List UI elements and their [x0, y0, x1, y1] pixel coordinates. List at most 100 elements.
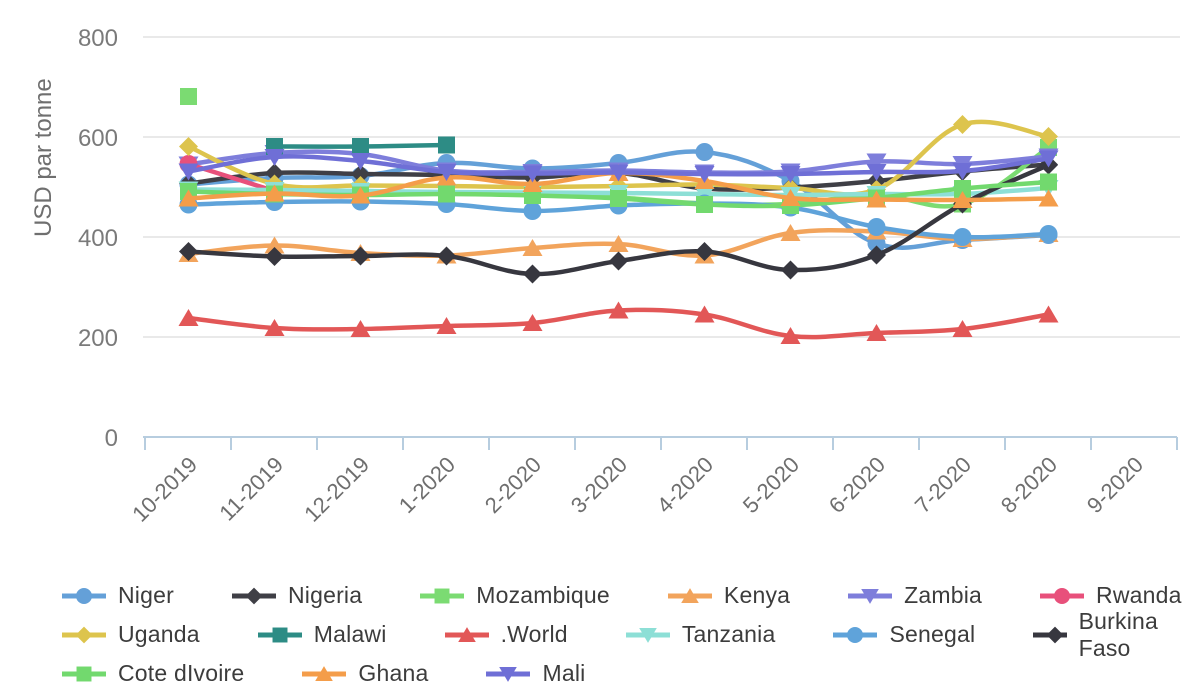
legend-item-world[interactable]: .World — [444, 621, 568, 648]
mali-point-1-2020 — [436, 164, 457, 181]
legend-label: Mozambique — [476, 582, 610, 608]
mali-point-3-2020 — [608, 164, 629, 182]
x-tick-label: 6-2020 — [824, 452, 890, 518]
legend-item-rwanda[interactable]: Rwanda — [1040, 582, 1182, 609]
world-legend-marker-icon — [444, 626, 489, 642]
world-point-3-2020 — [608, 301, 629, 319]
world-point-4-2020 — [694, 305, 715, 323]
mali-point-5-2020 — [780, 166, 801, 183]
uganda-point-8-2020 — [1039, 127, 1058, 146]
legend-item-uganda[interactable]: Uganda — [62, 621, 200, 648]
malawi-point-12-2019 — [352, 138, 369, 155]
x-tick-label: 4-2020 — [652, 452, 718, 518]
legend-label: Malawi — [313, 621, 387, 647]
cote-divoire-point-4-2020 — [696, 196, 713, 213]
x-tick-label: 5-2020 — [738, 452, 804, 518]
legend-item-malawi[interactable]: Malawi — [257, 621, 387, 648]
legend-label: Ghana — [358, 660, 429, 686]
world-point-11-2019 — [264, 319, 285, 336]
legend-label: Burkina Faso — [1078, 607, 1158, 661]
legend-label: Zambia — [904, 582, 983, 608]
legend-item-tanzania[interactable]: Tanzania — [625, 621, 776, 648]
cote-divoire-legend-marker-icon — [62, 666, 106, 681]
niger-point-4-2020 — [695, 143, 714, 161]
legend-label: Niger — [118, 582, 174, 608]
mozambique-point-10-2019 — [180, 88, 197, 105]
legend-label: Tanzania — [681, 621, 776, 647]
world-point-10-2019 — [178, 309, 199, 326]
legend-item-senegal[interactable]: Senegal — [833, 621, 975, 648]
legend-item-nigeria[interactable]: Nigeria — [231, 582, 363, 609]
burkina-faso-point-4-2020 — [695, 242, 714, 261]
legend-item-mozambique[interactable]: Mozambique — [420, 582, 610, 609]
mali-point-12-2019 — [350, 153, 371, 170]
mali-point-2-2020 — [522, 165, 543, 183]
mali-point-7-2020 — [952, 163, 973, 180]
x-tick-label: 1-2020 — [394, 452, 460, 518]
nigeria-point-12-2019 — [351, 164, 370, 184]
legend-label: Cote dIvoire — [118, 660, 245, 686]
ghana-point-2-2020 — [522, 175, 543, 192]
legend-item-mali[interactable]: Mali — [486, 660, 585, 687]
legend-row: Niger Nigeria Mozambique Kenya Zambia Rwanda — [62, 576, 1183, 615]
senegal-point-7-2020 — [953, 228, 972, 246]
legend-item-burkina-faso[interactable]: Burkina Faso — [1033, 608, 1183, 662]
ghana-point-6-2020 — [866, 190, 887, 208]
senegal-legend-marker-icon — [833, 626, 878, 643]
burkina-faso-point-11-2019 — [265, 247, 284, 266]
legend-item-zambia[interactable]: Zambia — [848, 582, 982, 609]
kenya-point-11-2019 — [264, 236, 285, 254]
uganda-point-7-2020 — [953, 115, 972, 134]
burkina-faso-point-3-2020 — [609, 251, 628, 271]
world-point-8-2020 — [1038, 305, 1059, 323]
legend-item-niger[interactable]: Niger — [62, 582, 174, 609]
y-tick-label: 800 — [78, 25, 118, 52]
x-tick-label: 12-2019 — [299, 452, 374, 527]
legend-label: Nigeria — [287, 582, 363, 608]
kenya-point-3-2020 — [608, 235, 629, 252]
x-tick-label: 8-2020 — [996, 452, 1062, 518]
nigeria-legend-marker-icon — [231, 587, 276, 604]
malawi-point-1-2020 — [438, 136, 455, 154]
mali-point-8-2020 — [1038, 150, 1059, 168]
series-mali — [178, 149, 1059, 183]
world-point-12-2019 — [350, 320, 371, 337]
uganda-point-10-2019 — [179, 137, 198, 156]
x-tick-label: 3-2020 — [566, 452, 632, 518]
nigeria-point-11-2019 — [265, 163, 284, 183]
legend-item-kenya[interactable]: Kenya — [667, 582, 791, 609]
y-tick-label: 600 — [78, 125, 118, 152]
legend-label: Kenya — [723, 582, 791, 608]
world-point-6-2020 — [866, 324, 887, 341]
mali-point-10-2019 — [178, 163, 199, 181]
kenya-legend-marker-icon — [667, 587, 712, 603]
niger-legend-marker-icon — [62, 587, 106, 604]
burkina-faso-point-6-2020 — [867, 245, 886, 265]
legend-item-cote-divoire[interactable]: Cote dIvoire — [62, 660, 244, 687]
world-point-5-2020 — [780, 327, 801, 344]
legend-label: Uganda — [118, 621, 200, 647]
tanzania-legend-marker-icon — [625, 627, 670, 643]
uganda-legend-marker-icon — [62, 626, 106, 643]
zambia-point-6-2020 — [866, 153, 887, 171]
mali-point-6-2020 — [866, 164, 887, 181]
legend-item-ghana[interactable]: Ghana — [302, 660, 428, 687]
burkina-faso-point-2-2020 — [523, 264, 542, 284]
burkina-faso-point-5-2020 — [781, 260, 800, 280]
x-tick-label: 7-2020 — [910, 452, 976, 518]
burkina-faso-point-1-2020 — [437, 246, 456, 266]
rwanda-legend-marker-icon — [1040, 587, 1085, 604]
ghana-point-11-2019 — [264, 184, 285, 202]
price-line-chart: 0 200 400 600 800 10-2019 11-2019 12-2019 1-2020… — [78, 25, 1180, 527]
chart-legend: Niger Nigeria Mozambique Kenya Zambia Rwanda U… — [62, 576, 1183, 693]
ghana-point-5-2020 — [780, 189, 801, 206]
mozambique-legend-marker-icon — [420, 588, 465, 603]
legend-label: Mali — [542, 660, 586, 686]
y-tick-label: 400 — [78, 225, 118, 252]
x-tick-label: 10-2019 — [127, 452, 202, 527]
cote-divoire-point-7-2020 — [954, 180, 971, 197]
world-point-1-2020 — [436, 317, 457, 334]
y-tick-label: 200 — [78, 325, 118, 352]
burkina-faso-point-12-2019 — [351, 246, 370, 266]
